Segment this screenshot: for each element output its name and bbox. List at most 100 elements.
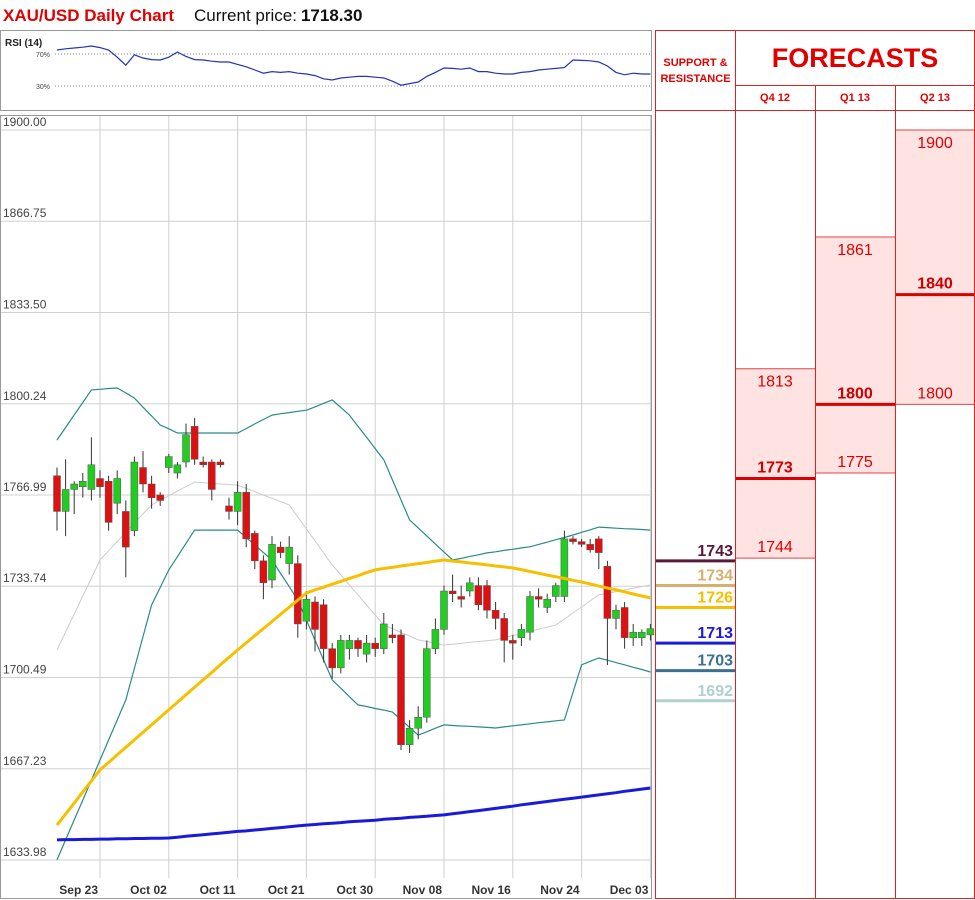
x-tick-label: Oct 21 <box>268 883 305 897</box>
candle-body <box>208 461 216 490</box>
overlay-line <box>56 786 651 842</box>
candle-body <box>165 456 173 468</box>
candle-body <box>517 629 526 638</box>
sr-label: 1713 <box>697 625 733 642</box>
candle-body <box>294 563 302 625</box>
candle-body <box>526 596 534 633</box>
candle-body <box>509 640 517 644</box>
x-tick-label: Nov 24 <box>540 883 580 897</box>
sr-label: 1743 <box>697 543 733 560</box>
rsi-line <box>56 45 651 86</box>
rsi-tick-label: 30% <box>36 84 50 91</box>
candle-body <box>543 599 551 608</box>
candle-body <box>457 596 465 600</box>
candle-body <box>242 491 250 540</box>
sr-label: 1734 <box>697 568 733 585</box>
candle-body <box>70 483 78 490</box>
candle-body <box>251 533 259 562</box>
candle-body <box>577 541 586 545</box>
sr-title: SUPPORT & RESISTANCE <box>660 57 731 85</box>
forecast-high-label: 1813 <box>757 374 793 391</box>
y-tick-label: 1900.00 <box>3 115 47 129</box>
candle-body <box>423 648 431 718</box>
candle-body <box>552 585 560 597</box>
candle-body <box>474 585 483 605</box>
candle-body <box>569 538 577 542</box>
price-frame <box>0 115 652 899</box>
candle-body <box>122 511 130 548</box>
rsi-title: RSI (14) <box>5 38 42 49</box>
quarter-label: Q2 13 <box>920 92 950 104</box>
candle-body <box>225 505 233 512</box>
candle-body <box>638 631 646 638</box>
candle-body <box>371 642 379 649</box>
candle-body <box>380 623 388 649</box>
candle-body <box>534 596 543 600</box>
forecast-high-label: 1861 <box>837 242 873 259</box>
candle-body <box>483 585 491 611</box>
candle-body <box>147 483 156 498</box>
candle-body <box>199 461 207 466</box>
y-tick-label: 1667.23 <box>3 754 47 768</box>
candle-body <box>87 464 96 490</box>
forecast-title: FORECASTS <box>772 43 939 73</box>
candle-body <box>466 582 474 592</box>
forecast-high-label: 1900 <box>917 135 953 152</box>
y-tick-label: 1733.74 <box>3 571 47 585</box>
candle-body <box>268 544 276 581</box>
chart-title: XAU/USD Daily Chart <box>3 6 174 25</box>
overlay-line <box>55 558 651 827</box>
current-price: 1718.30 <box>301 6 362 25</box>
candle-body <box>216 461 225 466</box>
candle-body <box>311 601 319 630</box>
candle-body <box>431 629 440 649</box>
forecast-low-label: 1775 <box>837 454 873 471</box>
candle-body <box>113 478 121 504</box>
candle-body <box>156 494 164 501</box>
candle-body <box>233 491 242 512</box>
rsi-frame <box>0 30 652 111</box>
sr-label: 1703 <box>697 653 733 670</box>
candle-body <box>595 538 603 553</box>
candle-body <box>130 461 139 531</box>
x-tick-label: Oct 02 <box>130 883 167 897</box>
candle-body <box>190 426 199 460</box>
price-label: Current price: <box>194 6 297 25</box>
forecast-low-label: 1800 <box>917 385 953 402</box>
candle-body <box>491 609 500 619</box>
x-tick-label: Oct 30 <box>337 883 374 897</box>
candle-body <box>388 634 397 638</box>
candle-body <box>354 640 362 649</box>
y-tick-label: 1633.98 <box>3 845 47 859</box>
forecast-mid-label: 1773 <box>757 460 793 477</box>
overlay-line <box>56 481 651 651</box>
quarter-label: Q1 13 <box>840 92 870 104</box>
x-tick-label: Dec 03 <box>610 883 649 897</box>
forecast-range <box>736 368 815 559</box>
candle-body <box>362 642 371 655</box>
candle-body <box>397 634 405 745</box>
candle-body <box>173 464 182 474</box>
candle-body <box>285 546 293 564</box>
forecast-mid-label: 1800 <box>837 385 873 402</box>
candle-body <box>319 604 328 649</box>
quarter-label: Q4 12 <box>760 92 790 104</box>
candle-body <box>500 618 508 641</box>
sr-label: 1726 <box>697 589 733 606</box>
candle-body <box>259 560 268 584</box>
candle-body <box>612 609 620 619</box>
y-tick-label: 1700.49 <box>3 662 47 676</box>
y-tick-label: 1766.99 <box>3 480 47 494</box>
candle-body <box>328 648 336 669</box>
x-tick-label: Nov 08 <box>403 883 443 897</box>
candle-body <box>560 538 569 597</box>
rsi-tick-label: 70% <box>36 52 50 59</box>
sr-label: 1692 <box>697 683 733 700</box>
candle-body <box>620 607 629 638</box>
candle-body <box>345 640 354 649</box>
y-tick-label: 1833.50 <box>3 297 47 311</box>
forecast-low-label: 1744 <box>757 539 793 556</box>
overlay-line <box>56 387 651 561</box>
x-tick-label: Nov 16 <box>471 883 511 897</box>
